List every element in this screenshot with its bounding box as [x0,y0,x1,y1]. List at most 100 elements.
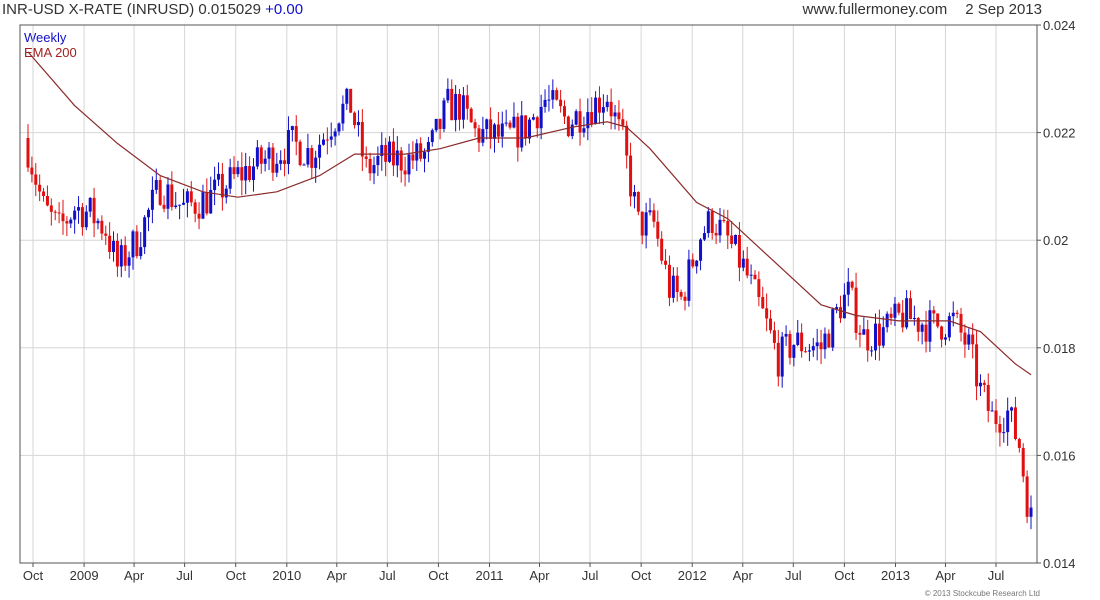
candle [77,196,81,224]
candle [306,133,310,168]
candle [807,343,811,362]
candle-body [846,281,850,295]
copyright-notice: © 2013 Stockcube Research Ltd [924,589,1040,598]
candle-body [710,211,714,233]
candle [664,249,668,270]
candle-body [594,97,598,125]
candle-body [1013,407,1017,440]
candle [940,325,944,348]
candle-body [566,116,570,137]
candle-body [477,128,481,143]
candle [819,329,823,364]
candle-body [578,111,582,133]
candle [889,307,893,325]
x-tick-label: Oct [428,568,449,583]
x-tick-label: 2012 [678,568,707,583]
candle-body [815,342,819,347]
candle-body [687,259,691,301]
candle [426,136,430,163]
x-tick-label: 2010 [272,568,301,583]
candle [586,98,590,141]
candle [1013,396,1017,441]
candle-body [248,166,252,181]
candle [376,146,380,177]
candle [411,141,415,170]
candle [53,209,57,221]
candle-body [232,167,236,175]
candle [1025,470,1029,524]
candle [360,109,364,171]
candle-body [975,344,979,387]
candle-body [500,123,504,137]
candle [574,109,578,126]
candle [675,267,679,302]
candle [714,223,718,245]
candle [566,115,570,138]
candle-body [570,124,574,137]
candle [982,380,986,393]
candle [555,87,559,101]
chart-date: 2 Sep 2013 [965,1,1042,18]
candle [481,116,485,147]
candle [699,238,703,271]
candle [842,283,846,319]
candle [38,174,42,202]
candle [407,143,411,183]
candle-body [804,351,808,353]
candle-body [551,90,555,100]
candle [197,202,201,230]
x-tick-label: Jul [988,568,1005,583]
candle [84,205,88,231]
candle [601,94,605,125]
candle-body [1029,507,1033,517]
candle-body [757,279,761,297]
candle-body [916,317,920,332]
candle [528,117,531,144]
candle [846,268,850,307]
candle-body [108,235,112,253]
candle-body [57,212,61,214]
candle-body [465,95,469,109]
candle-body [80,207,84,228]
candle [329,122,333,148]
candle [294,115,298,156]
candle-body [947,316,951,338]
candle [500,111,504,148]
candle [854,272,858,341]
candle [380,132,384,171]
candle-body [796,332,800,345]
candle [251,158,255,192]
candle-body [469,108,473,123]
candle [80,202,84,236]
candle-body [263,158,267,164]
candle-body [873,323,877,351]
candle-body [84,211,88,228]
candle [687,249,691,307]
candle-body [819,342,823,350]
candle [990,401,994,412]
candle [65,216,69,237]
candle-body [267,147,271,159]
y-tick-label: 0.024 [1043,18,1076,33]
candle-body [963,332,967,345]
candle-body [559,99,563,107]
candle-body [376,155,380,166]
candle-body [932,310,936,314]
candle [597,86,601,125]
candle [419,137,423,162]
candle [403,156,407,187]
candle-body [131,231,135,258]
candle [255,140,259,170]
candle [96,218,100,230]
candle [516,112,520,162]
site-link[interactable]: www.fullermoney.com [802,1,948,18]
candle [248,156,252,183]
chart-legend: Weekly EMA 200 [24,30,77,60]
candle-body [524,115,528,139]
candle [772,321,776,350]
candle-body [461,95,465,120]
candle [185,188,189,218]
candle [524,114,528,146]
candle-body [92,197,96,224]
candle [924,310,928,353]
